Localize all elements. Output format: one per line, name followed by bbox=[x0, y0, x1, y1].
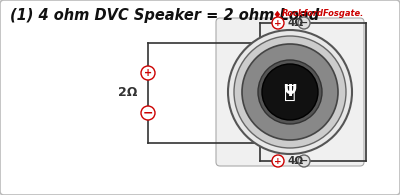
Text: RockfordFosgate.: RockfordFosgate. bbox=[282, 9, 364, 18]
Text: +: + bbox=[274, 19, 282, 27]
Circle shape bbox=[242, 44, 338, 140]
Text: 2Ω: 2Ω bbox=[118, 87, 138, 99]
Circle shape bbox=[228, 30, 352, 154]
Text: +: + bbox=[274, 157, 282, 166]
Circle shape bbox=[258, 60, 322, 124]
Text: 🎵: 🎵 bbox=[284, 82, 296, 102]
Text: 4Ω: 4Ω bbox=[288, 18, 304, 28]
Circle shape bbox=[262, 64, 318, 120]
Circle shape bbox=[234, 36, 346, 148]
Circle shape bbox=[298, 155, 310, 167]
Circle shape bbox=[298, 17, 310, 29]
Text: Ψ: Ψ bbox=[284, 83, 296, 98]
Text: −: − bbox=[299, 156, 309, 166]
Circle shape bbox=[272, 155, 284, 167]
Circle shape bbox=[272, 17, 284, 29]
Circle shape bbox=[141, 66, 155, 80]
Text: (1) 4 ohm DVC Speaker = 2 ohm Load: (1) 4 ohm DVC Speaker = 2 ohm Load bbox=[10, 8, 319, 23]
Text: −: − bbox=[299, 18, 309, 28]
Text: +: + bbox=[144, 68, 152, 78]
FancyBboxPatch shape bbox=[216, 18, 364, 166]
Text: 4Ω: 4Ω bbox=[288, 156, 304, 166]
Circle shape bbox=[141, 106, 155, 120]
Text: −: − bbox=[143, 106, 153, 120]
Text: ♦: ♦ bbox=[272, 10, 281, 20]
